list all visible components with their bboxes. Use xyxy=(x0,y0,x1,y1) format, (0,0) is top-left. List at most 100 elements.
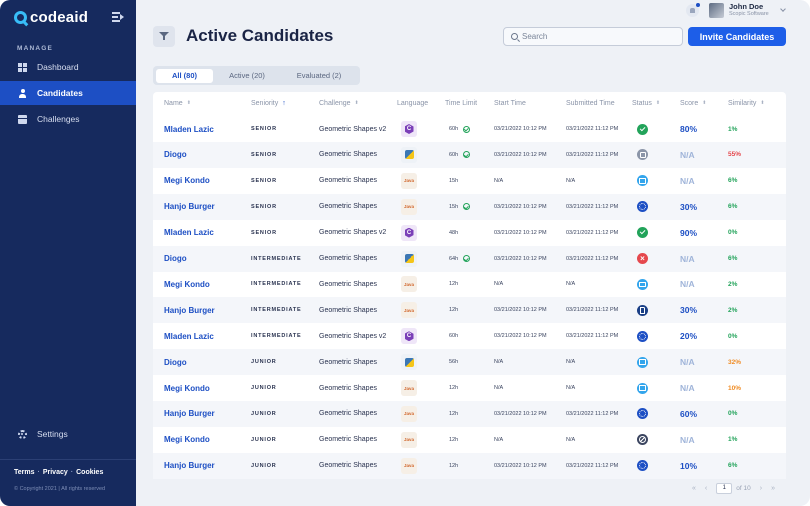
status-mail-icon[interactable] xyxy=(637,356,648,368)
sidebar-item-candidates[interactable]: Candidates xyxy=(0,81,136,105)
challenge-name: Geometric Shapes xyxy=(319,462,377,470)
submitted-time: 03/21/2022 11:12 PM xyxy=(566,333,619,340)
privacy-link[interactable]: Privacy xyxy=(42,469,68,476)
terms-link[interactable]: Terms xyxy=(14,469,35,476)
similarity-value: 0% xyxy=(728,332,738,340)
seniority-label: SENIOR xyxy=(251,151,277,158)
table-row[interactable]: Hanjo Burger JUNIOR Geometric Shapes Java 12… xyxy=(153,452,786,479)
submitted-time: 03/21/2022 11:12 PM xyxy=(566,462,619,469)
column-header-name[interactable]: Name ⬍ xyxy=(164,100,191,107)
status-fail-icon[interactable] xyxy=(637,253,648,264)
candidate-name-link[interactable]: Megi Kondo xyxy=(164,383,210,393)
invite-candidates-button[interactable]: Invite Candidates xyxy=(688,27,786,46)
cookies-link[interactable]: Cookies xyxy=(76,469,104,476)
status-check-icon[interactable] xyxy=(637,123,648,135)
column-header-score[interactable]: Score ⬍ xyxy=(680,100,707,107)
candidate-name-link[interactable]: Mladen Lazic xyxy=(164,331,214,341)
table-row[interactable]: Hanjo Burger JUNIOR Geometric Shapes Java 12… xyxy=(153,400,786,427)
challenge-name: Geometric Shapes xyxy=(319,410,377,418)
similarity-value: 1% xyxy=(728,125,738,133)
status-progress-icon[interactable] xyxy=(637,460,648,472)
tab-all[interactable]: All (80) xyxy=(156,68,213,83)
chevron-down-icon[interactable] xyxy=(779,6,786,12)
submitted-time: 03/21/2022 11:12 PM xyxy=(566,307,619,314)
next-page-icon[interactable]: › xyxy=(759,485,763,492)
table-row[interactable]: Megi Kondo SENIOR Geometric Shapes Java 15h N… xyxy=(153,168,786,194)
candidate-name-link[interactable]: Mladen Lazic xyxy=(164,228,214,238)
time-limit: 60h xyxy=(449,126,459,132)
table-row[interactable]: Hanjo Burger INTERMEDIATE Geometric Shapes… xyxy=(153,297,786,324)
seniority-label: JUNIOR xyxy=(251,385,277,391)
table-row[interactable]: Mladen Lazic SENIOR Geometric Shapes v2 C 48… xyxy=(153,220,786,246)
notification-bell-icon[interactable] xyxy=(686,3,700,17)
collapse-sidebar-icon[interactable] xyxy=(112,12,124,22)
status-edit-icon[interactable] xyxy=(637,149,648,161)
search-icon xyxy=(511,33,518,40)
submitted-time: 03/21/2022 11:12 PM xyxy=(566,151,619,158)
candidate-name-link[interactable]: Diogo xyxy=(164,150,187,160)
tab-active[interactable]: Active (20) xyxy=(229,70,265,80)
status-mail-icon[interactable] xyxy=(637,382,648,394)
calendar-icon xyxy=(18,114,27,124)
time-limit: 12h xyxy=(449,281,459,288)
status-mail-icon[interactable] xyxy=(637,175,648,187)
similarity-value: 6% xyxy=(728,177,738,185)
table-row[interactable]: Megi Kondo JUNIOR Geometric Shapes Java 12h N… xyxy=(153,427,786,453)
table-row[interactable]: Mladen Lazic SENIOR Geometric Shapes v2 C 60… xyxy=(153,116,786,142)
python-language-icon xyxy=(401,354,417,371)
prev-page-icon[interactable]: ‹ xyxy=(704,485,708,492)
time-limit: 12h xyxy=(449,462,459,469)
python-language-icon xyxy=(401,250,417,267)
similarity-value: 0% xyxy=(728,410,738,418)
candidate-name-link[interactable]: Diogo xyxy=(164,357,187,367)
candidate-name-link[interactable]: Hanjo Burger xyxy=(164,202,215,212)
filter-button[interactable] xyxy=(153,26,175,47)
status-check-icon[interactable] xyxy=(637,227,648,239)
table-row[interactable]: Diogo SENIOR Geometric Shapes 60h 03/21/2022… xyxy=(153,141,786,168)
search-input[interactable] xyxy=(522,32,672,41)
candidate-name-link[interactable]: Hanjo Burger xyxy=(164,305,215,315)
candidate-name-link[interactable]: Mladen Lazic xyxy=(164,124,214,134)
submitted-time: 03/21/2022 11:12 PM xyxy=(566,126,619,132)
candidate-name-link[interactable]: Megi Kondo xyxy=(164,279,210,289)
table-row[interactable]: Diogo INTERMEDIATE Geometric Shapes 64h 03/2… xyxy=(153,245,786,272)
candidate-name-link[interactable]: Hanjo Burger xyxy=(164,461,215,471)
table-row[interactable]: Hanjo Burger SENIOR Geometric Shapes Java 15… xyxy=(153,193,786,220)
candidate-name-link[interactable]: Hanjo Burger xyxy=(164,409,215,419)
table-row[interactable]: Megi Kondo JUNIOR Geometric Shapes Java 12h N… xyxy=(153,375,786,401)
candidate-name-link[interactable]: Megi Kondo xyxy=(164,435,210,445)
page-number-input[interactable]: 1 xyxy=(716,483,733,494)
java-language-icon: Java xyxy=(401,172,417,189)
last-page-icon[interactable]: » xyxy=(771,485,775,492)
start-time: 03/21/2022 10:12 PM xyxy=(494,229,547,236)
sidebar-item-challenges[interactable]: Challenges xyxy=(0,107,136,131)
logo-icon xyxy=(14,11,27,24)
table-row[interactable]: Megi Kondo INTERMEDIATE Geometric Shapes Ja… xyxy=(153,271,786,297)
candidate-name-link[interactable]: Diogo xyxy=(164,254,187,263)
table-row[interactable]: Mladen Lazic INTERMEDIATE Geometric Shapes… xyxy=(153,323,786,349)
column-header-status[interactable]: Status ⬍ xyxy=(632,100,661,107)
column-header-challenge[interactable]: Challenge ⬍ xyxy=(319,100,359,107)
tab-evaluated[interactable]: Evaluated (2) xyxy=(296,70,342,80)
user-menu[interactable]: John Doe Scopic Software xyxy=(686,3,786,18)
table-row[interactable]: Diogo JUNIOR Geometric Shapes 56h N/A N/A N/A 3… xyxy=(153,349,786,376)
challenge-name: Geometric Shapes xyxy=(319,203,377,211)
status-progress-icon[interactable] xyxy=(637,330,648,342)
status-progress-icon[interactable] xyxy=(637,201,648,213)
sidebar-item-dashboard[interactable]: Dashboard xyxy=(0,55,136,79)
java-language-icon: Java xyxy=(401,380,417,396)
column-header-seniority[interactable]: Seniority ↑ xyxy=(251,100,286,107)
start-time: 03/21/2022 10:12 PM xyxy=(494,462,547,469)
status-progress-icon[interactable] xyxy=(637,408,648,420)
status-doc-icon[interactable] xyxy=(637,304,648,316)
candidate-name-link[interactable]: Megi Kondo xyxy=(164,176,210,186)
search-box[interactable] xyxy=(503,27,683,46)
status-mail-icon[interactable] xyxy=(637,278,648,290)
time-limit: 56h xyxy=(449,359,459,366)
first-page-icon[interactable]: « xyxy=(692,485,696,492)
sidebar-item-settings[interactable]: Settings xyxy=(0,422,136,446)
logo[interactable]: codeaid xyxy=(14,9,88,26)
sidebar-footer: Terms · Privacy · Cookies © Copyright 2021 |… xyxy=(0,459,136,492)
column-header-similarity[interactable]: Similarity ⬍ xyxy=(728,100,765,107)
status-blocked-icon[interactable] xyxy=(637,434,648,446)
